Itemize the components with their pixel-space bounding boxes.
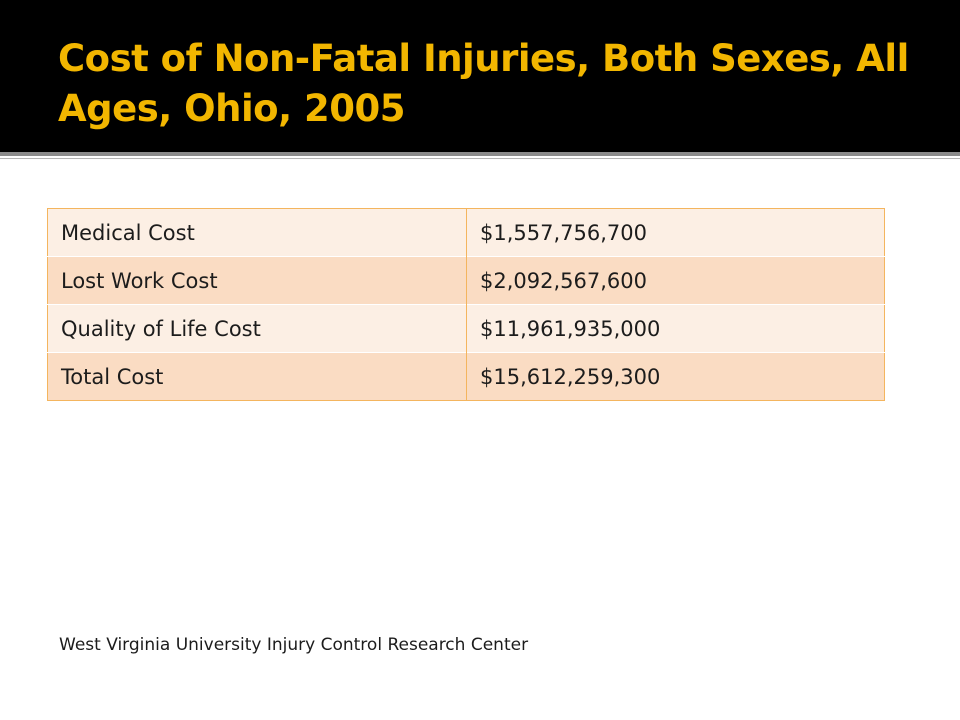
row-value: $15,612,259,300 xyxy=(466,352,885,401)
title-divider-thin xyxy=(0,158,960,159)
table-row: Lost Work Cost $2,092,567,600 xyxy=(47,256,885,305)
row-value: $2,092,567,600 xyxy=(466,256,885,305)
row-value: $11,961,935,000 xyxy=(466,304,885,353)
title-bar: Cost of Non-Fatal Injuries, Both Sexes, … xyxy=(0,0,960,152)
table-row: Total Cost $15,612,259,300 xyxy=(47,352,885,401)
row-value: $1,557,756,700 xyxy=(466,208,885,257)
row-label: Medical Cost xyxy=(47,208,467,257)
row-label: Quality of Life Cost xyxy=(47,304,467,353)
footer-credit: West Virginia University Injury Control … xyxy=(59,635,529,655)
title-divider xyxy=(0,152,960,156)
table-row: Quality of Life Cost $11,961,935,000 xyxy=(47,304,885,353)
row-label: Lost Work Cost xyxy=(47,256,467,305)
slide-title: Cost of Non-Fatal Injuries, Both Sexes, … xyxy=(58,37,909,130)
table-row: Medical Cost $1,557,756,700 xyxy=(47,208,885,257)
row-label: Total Cost xyxy=(47,352,467,401)
cost-table: Medical Cost $1,557,756,700 Lost Work Co… xyxy=(47,208,885,401)
